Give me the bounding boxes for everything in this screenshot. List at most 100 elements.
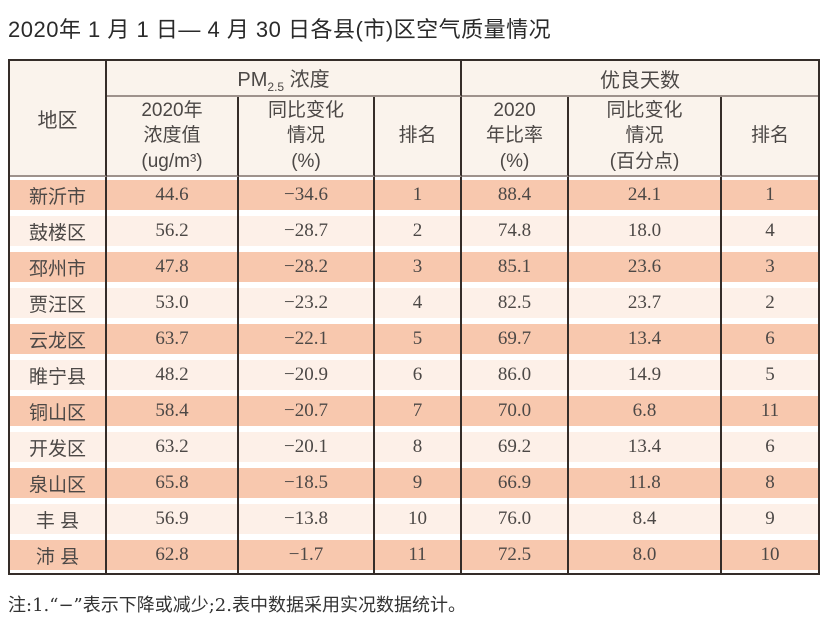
cell-days-change: 8.4 [569, 501, 723, 537]
cell-days-rank: 6 [722, 321, 819, 357]
table-row: 沛 县 62.8 −1.7 11 72.5 8.0 10 [10, 537, 819, 573]
pm25-prefix: PM [237, 68, 268, 91]
cell-pm-value: 53.0 [107, 285, 239, 321]
cell-pm-value: 63.2 [107, 429, 239, 465]
cell-days-rate: 82.5 [462, 285, 570, 321]
cell-days-rank: 2 [722, 285, 819, 321]
header-group-pm25: PM2.5 浓度 [107, 61, 463, 97]
table-row: 睢宁县 48.2 −20.9 6 86.0 14.9 5 [10, 357, 819, 393]
cell-pm-change: −22.1 [239, 321, 375, 357]
cell-pm-rank: 7 [375, 393, 463, 429]
cell-pm-rank: 8 [375, 429, 463, 465]
cell-days-rate: 69.2 [462, 429, 570, 465]
cell-pm-value: 63.7 [107, 321, 239, 357]
pm25-subscript: 2.5 [267, 79, 285, 94]
cell-region: 丰 县 [10, 501, 107, 537]
cell-days-rate: 72.5 [462, 537, 570, 573]
cell-pm-rank: 10 [375, 501, 463, 537]
cell-pm-change: −28.7 [239, 213, 375, 249]
header-days-change: 同比变化 情况 (百分点) [569, 97, 723, 177]
cell-pm-change: −23.2 [239, 285, 375, 321]
header-pm-rank: 排名 [375, 97, 463, 177]
table-row: 铜山区 58.4 −20.7 7 70.0 6.8 11 [10, 393, 819, 429]
cell-pm-value: 48.2 [107, 357, 239, 393]
cell-days-change: 8.0 [569, 537, 723, 573]
cell-pm-change: −28.2 [239, 249, 375, 285]
cell-pm-change: −20.9 [239, 357, 375, 393]
page-title: 2020年 1 月 1 日— 4 月 30 日各县(市)区空气质量情况 [8, 17, 552, 42]
cell-days-rate: 69.7 [462, 321, 570, 357]
cell-days-rank: 4 [722, 213, 819, 249]
cell-pm-rank: 1 [375, 177, 463, 213]
cell-region: 沛 县 [10, 537, 107, 573]
cell-days-rank: 10 [722, 537, 819, 573]
cell-days-change: 18.0 [569, 213, 723, 249]
table-row: 开发区 63.2 −20.1 8 69.2 13.4 6 [10, 429, 819, 465]
cell-pm-rank: 5 [375, 321, 463, 357]
cell-days-rank: 9 [722, 501, 819, 537]
table-body: 新沂市 44.6 −34.6 1 88.4 24.1 1 鼓楼区 56.2 −28.7 2 74.8 1… [10, 177, 819, 573]
cell-days-change: 13.4 [569, 429, 723, 465]
cell-pm-change: −18.5 [239, 465, 375, 501]
header-sub-row: 2020年 浓度值 (ug/m³) 同比变化 情况 (%) 排名 2020 年比… [10, 97, 819, 177]
cell-days-rate: 70.0 [462, 393, 570, 429]
cell-region: 泉山区 [10, 465, 107, 501]
table-row: 丰 县 56.9 −13.8 10 76.0 8.4 9 [10, 501, 819, 537]
table-row: 贾汪区 53.0 −23.2 4 82.5 23.7 2 [10, 285, 819, 321]
cell-days-rate: 85.1 [462, 249, 570, 285]
cell-days-rate: 66.9 [462, 465, 570, 501]
cell-days-change: 6.8 [569, 393, 723, 429]
cell-region: 睢宁县 [10, 357, 107, 393]
cell-region: 云龙区 [10, 321, 107, 357]
cell-days-change: 11.8 [569, 465, 723, 501]
cell-pm-rank: 9 [375, 465, 463, 501]
cell-region: 新沂市 [10, 177, 107, 213]
cell-pm-value: 65.8 [107, 465, 239, 501]
cell-pm-change: −34.6 [239, 177, 375, 213]
cell-pm-change: −20.7 [239, 393, 375, 429]
cell-pm-change: −20.1 [239, 429, 375, 465]
header-pm-value: 2020年 浓度值 (ug/m³) [107, 97, 239, 177]
table-header: 地区 PM2.5 浓度 优良天数 2020年 浓度值 (ug/m³) 同比变化 … [10, 61, 819, 177]
header-pm-change: 同比变化 情况 (%) [239, 97, 375, 177]
table-row: 邳州市 47.8 −28.2 3 85.1 23.6 3 [10, 249, 819, 285]
cell-days-rank: 6 [722, 429, 819, 465]
table-row: 云龙区 63.7 −22.1 5 69.7 13.4 6 [10, 321, 819, 357]
cell-days-rank: 5 [722, 357, 819, 393]
header-region: 地区 [10, 61, 107, 177]
cell-days-rank: 8 [722, 465, 819, 501]
cell-region: 贾汪区 [10, 285, 107, 321]
cell-days-rate: 74.8 [462, 213, 570, 249]
cell-pm-change: −13.8 [239, 501, 375, 537]
header-group-good-days: 优良天数 [462, 61, 819, 97]
cell-days-rank: 11 [722, 393, 819, 429]
cell-pm-value: 47.8 [107, 249, 239, 285]
cell-days-change: 23.7 [569, 285, 723, 321]
cell-days-change: 23.6 [569, 249, 723, 285]
cell-days-rate: 76.0 [462, 501, 570, 537]
cell-days-change: 13.4 [569, 321, 723, 357]
cell-region: 开发区 [10, 429, 107, 465]
cell-pm-value: 44.6 [107, 177, 239, 213]
cell-pm-rank: 6 [375, 357, 463, 393]
pm25-suffix: 浓度 [284, 68, 330, 91]
cell-pm-value: 58.4 [107, 393, 239, 429]
footnote: 注:1.“−”表示下降或减少;2.表中数据采用实况数据统计。 [8, 595, 466, 616]
table-row: 新沂市 44.6 −34.6 1 88.4 24.1 1 [10, 177, 819, 213]
cell-days-change: 14.9 [569, 357, 723, 393]
air-quality-table: 地区 PM2.5 浓度 优良天数 2020年 浓度值 (ug/m³) 同比变化 … [8, 59, 821, 575]
cell-pm-rank: 11 [375, 537, 463, 573]
header-days-rate: 2020 年比率 (%) [462, 97, 570, 177]
cell-region: 铜山区 [10, 393, 107, 429]
cell-pm-rank: 3 [375, 249, 463, 285]
table-row: 鼓楼区 56.2 −28.7 2 74.8 18.0 4 [10, 213, 819, 249]
cell-days-rate: 88.4 [462, 177, 570, 213]
cell-days-rank: 1 [722, 177, 819, 213]
cell-region: 鼓楼区 [10, 213, 107, 249]
cell-pm-rank: 2 [375, 213, 463, 249]
cell-pm-change: −1.7 [239, 537, 375, 573]
cell-region: 邳州市 [10, 249, 107, 285]
cell-pm-value: 56.2 [107, 213, 239, 249]
cell-pm-rank: 4 [375, 285, 463, 321]
cell-days-change: 24.1 [569, 177, 723, 213]
